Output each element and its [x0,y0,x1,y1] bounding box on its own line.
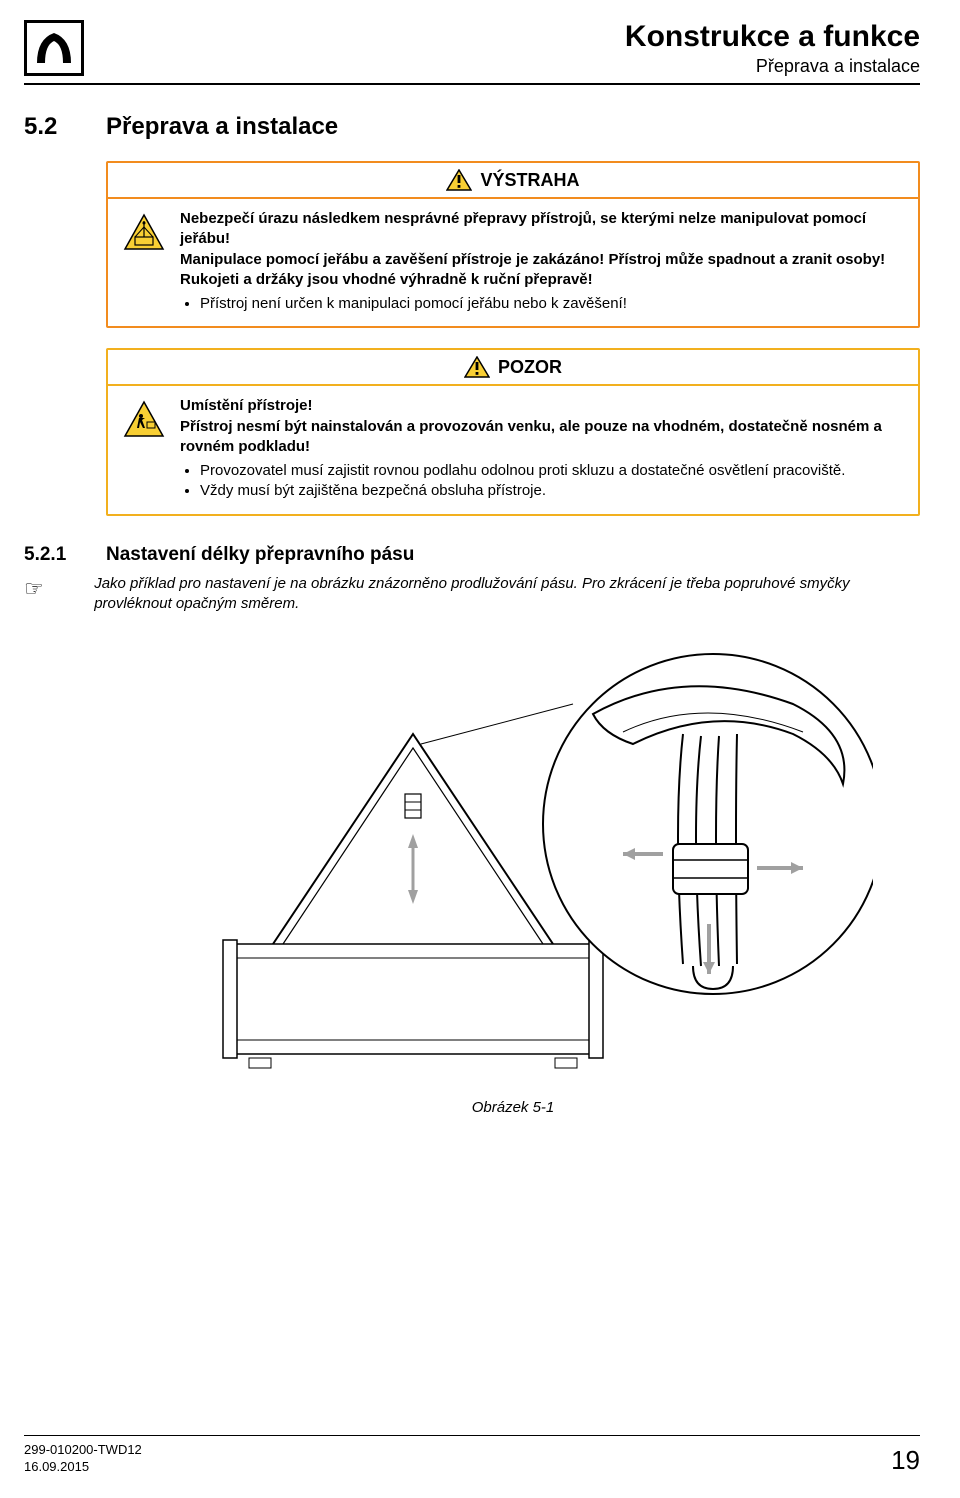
footer-date: 16.09.2015 [24,1459,142,1476]
caution-label: POZOR [498,357,562,378]
warning2-line1: Umístění přístroje! [180,396,904,416]
warning-triangle-icon [464,356,490,378]
section-title: Přeprava a instalace [106,113,338,141]
warning2-line2: Přístroj nesmí být nainstalován a provoz… [180,417,904,458]
page-subtitle: Přeprava a instalace [625,56,920,77]
footer-docnum: 299-010200-TWD12 [24,1442,142,1459]
note-text: Jako příklad pro nastavení je na obrázku… [94,574,960,615]
page-title: Konstrukce a funkce [625,20,920,54]
page-footer: 299-010200-TWD12 16.09.2015 19 [24,1435,920,1476]
warning-box-vystraha: VÝSTRAHA Nebezpečí úrazu následkem nespr… [106,161,920,328]
warning2-bullet2: Vždy musí být zajištěna bezpečná obsluha… [200,481,904,501]
header-rule [24,83,920,85]
crane-hazard-icon [122,209,166,314]
warning-label: VÝSTRAHA [480,170,579,191]
placement-hazard-icon [122,396,166,501]
figure-5-1: Obrázek 5-1 [106,644,920,1116]
warning1-bullet1: Přístroj není určen k manipulaci pomocí … [200,294,904,314]
warning1-line2: Manipulace pomocí jeřábu a zavěšení přís… [180,250,904,270]
page-number: 19 [891,1445,920,1476]
section-number: 5.2 [24,113,106,141]
figure-caption: Obrázek 5-1 [106,1099,920,1116]
subsection-number: 5.2.1 [24,544,106,566]
pointing-hand-icon: ☞ [24,574,94,615]
warning-box-pozor: POZOR Umístění přístroje! Přístroj nesmí… [106,348,920,515]
warning1-line1: Nebezpečí úrazu následkem nesprávné přep… [180,209,904,250]
warning2-bullet1: Provozovatel musí zajistit rovnou podlah… [200,461,904,481]
warning-triangle-icon [446,169,472,191]
warning1-line3: Rukojeti a držáky jsou vhodné výhradně k… [180,270,904,290]
brand-logo [24,20,84,76]
subsection-title: Nastavení délky přepravního pásu [106,544,414,566]
